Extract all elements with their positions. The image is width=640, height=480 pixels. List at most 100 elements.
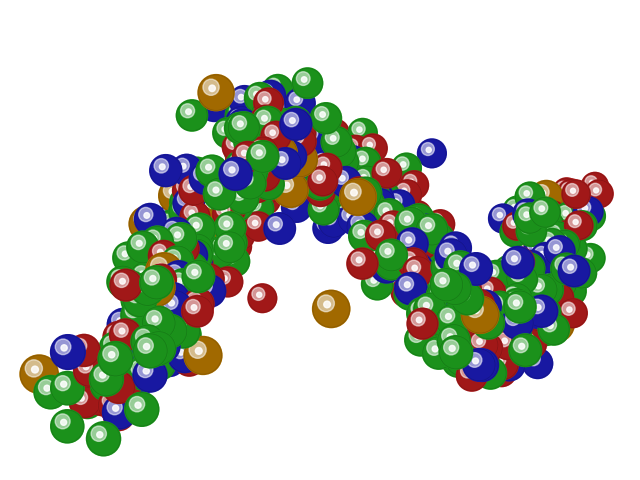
- Circle shape: [287, 144, 292, 149]
- Circle shape: [534, 245, 547, 259]
- Circle shape: [260, 119, 289, 147]
- Circle shape: [129, 206, 164, 242]
- Circle shape: [241, 198, 246, 204]
- Circle shape: [288, 108, 317, 137]
- Circle shape: [165, 238, 179, 251]
- Circle shape: [250, 141, 280, 170]
- Circle shape: [193, 240, 224, 270]
- Circle shape: [523, 222, 536, 236]
- Circle shape: [502, 247, 534, 278]
- Circle shape: [472, 333, 502, 364]
- Circle shape: [568, 264, 573, 270]
- Circle shape: [183, 179, 196, 192]
- Circle shape: [400, 212, 431, 243]
- Circle shape: [490, 269, 495, 275]
- Circle shape: [107, 266, 139, 298]
- Circle shape: [98, 342, 133, 376]
- Circle shape: [181, 265, 187, 271]
- Circle shape: [349, 220, 380, 252]
- Circle shape: [317, 203, 323, 209]
- Circle shape: [141, 226, 173, 258]
- Circle shape: [193, 194, 224, 225]
- Circle shape: [440, 278, 446, 284]
- Circle shape: [548, 287, 561, 300]
- Circle shape: [467, 315, 498, 346]
- Circle shape: [166, 269, 199, 301]
- Circle shape: [172, 270, 178, 276]
- Circle shape: [136, 240, 142, 246]
- Circle shape: [179, 203, 209, 233]
- Circle shape: [543, 252, 572, 281]
- Circle shape: [291, 132, 296, 138]
- Circle shape: [445, 292, 478, 324]
- Circle shape: [302, 165, 332, 195]
- Circle shape: [230, 120, 260, 149]
- Circle shape: [147, 279, 152, 285]
- Circle shape: [320, 127, 348, 155]
- Circle shape: [366, 212, 380, 226]
- Circle shape: [550, 230, 580, 260]
- Circle shape: [247, 158, 276, 188]
- Circle shape: [525, 259, 531, 265]
- Circle shape: [351, 184, 380, 213]
- Circle shape: [171, 225, 184, 239]
- Circle shape: [51, 410, 84, 443]
- Circle shape: [129, 374, 134, 380]
- Circle shape: [198, 198, 211, 212]
- Circle shape: [55, 376, 70, 391]
- Circle shape: [371, 252, 403, 283]
- Circle shape: [541, 248, 570, 276]
- Circle shape: [248, 284, 276, 312]
- Circle shape: [317, 117, 323, 122]
- Circle shape: [384, 190, 415, 221]
- Circle shape: [449, 282, 454, 288]
- Circle shape: [20, 355, 58, 393]
- Circle shape: [547, 192, 575, 221]
- Circle shape: [198, 74, 234, 111]
- Circle shape: [355, 220, 386, 251]
- Circle shape: [252, 220, 258, 226]
- Circle shape: [269, 148, 301, 179]
- Circle shape: [401, 162, 406, 167]
- Circle shape: [317, 295, 334, 312]
- Circle shape: [398, 248, 428, 278]
- Circle shape: [183, 288, 214, 319]
- Circle shape: [333, 154, 363, 184]
- Circle shape: [549, 300, 578, 329]
- Circle shape: [180, 257, 195, 271]
- Circle shape: [452, 324, 468, 339]
- Circle shape: [179, 227, 193, 240]
- Circle shape: [285, 88, 315, 119]
- Circle shape: [285, 84, 313, 113]
- Circle shape: [209, 199, 240, 229]
- Circle shape: [424, 302, 429, 308]
- Circle shape: [174, 346, 205, 376]
- Circle shape: [545, 283, 573, 312]
- Circle shape: [155, 307, 170, 322]
- Circle shape: [162, 246, 194, 278]
- Circle shape: [414, 333, 420, 339]
- Circle shape: [393, 180, 422, 208]
- Circle shape: [288, 151, 301, 164]
- Circle shape: [159, 164, 165, 169]
- Circle shape: [209, 208, 239, 239]
- Circle shape: [289, 115, 295, 121]
- Circle shape: [179, 292, 193, 307]
- Circle shape: [316, 165, 321, 170]
- Circle shape: [176, 252, 208, 285]
- Circle shape: [340, 170, 353, 183]
- Circle shape: [252, 149, 280, 178]
- Circle shape: [308, 194, 339, 225]
- Circle shape: [182, 297, 196, 311]
- Circle shape: [154, 158, 168, 173]
- Circle shape: [567, 307, 572, 312]
- Circle shape: [208, 179, 237, 207]
- Circle shape: [364, 229, 370, 235]
- Circle shape: [514, 253, 545, 284]
- Circle shape: [165, 312, 198, 345]
- Circle shape: [252, 186, 280, 214]
- Circle shape: [228, 112, 260, 144]
- Circle shape: [220, 231, 234, 245]
- Circle shape: [184, 336, 222, 374]
- Circle shape: [367, 216, 381, 230]
